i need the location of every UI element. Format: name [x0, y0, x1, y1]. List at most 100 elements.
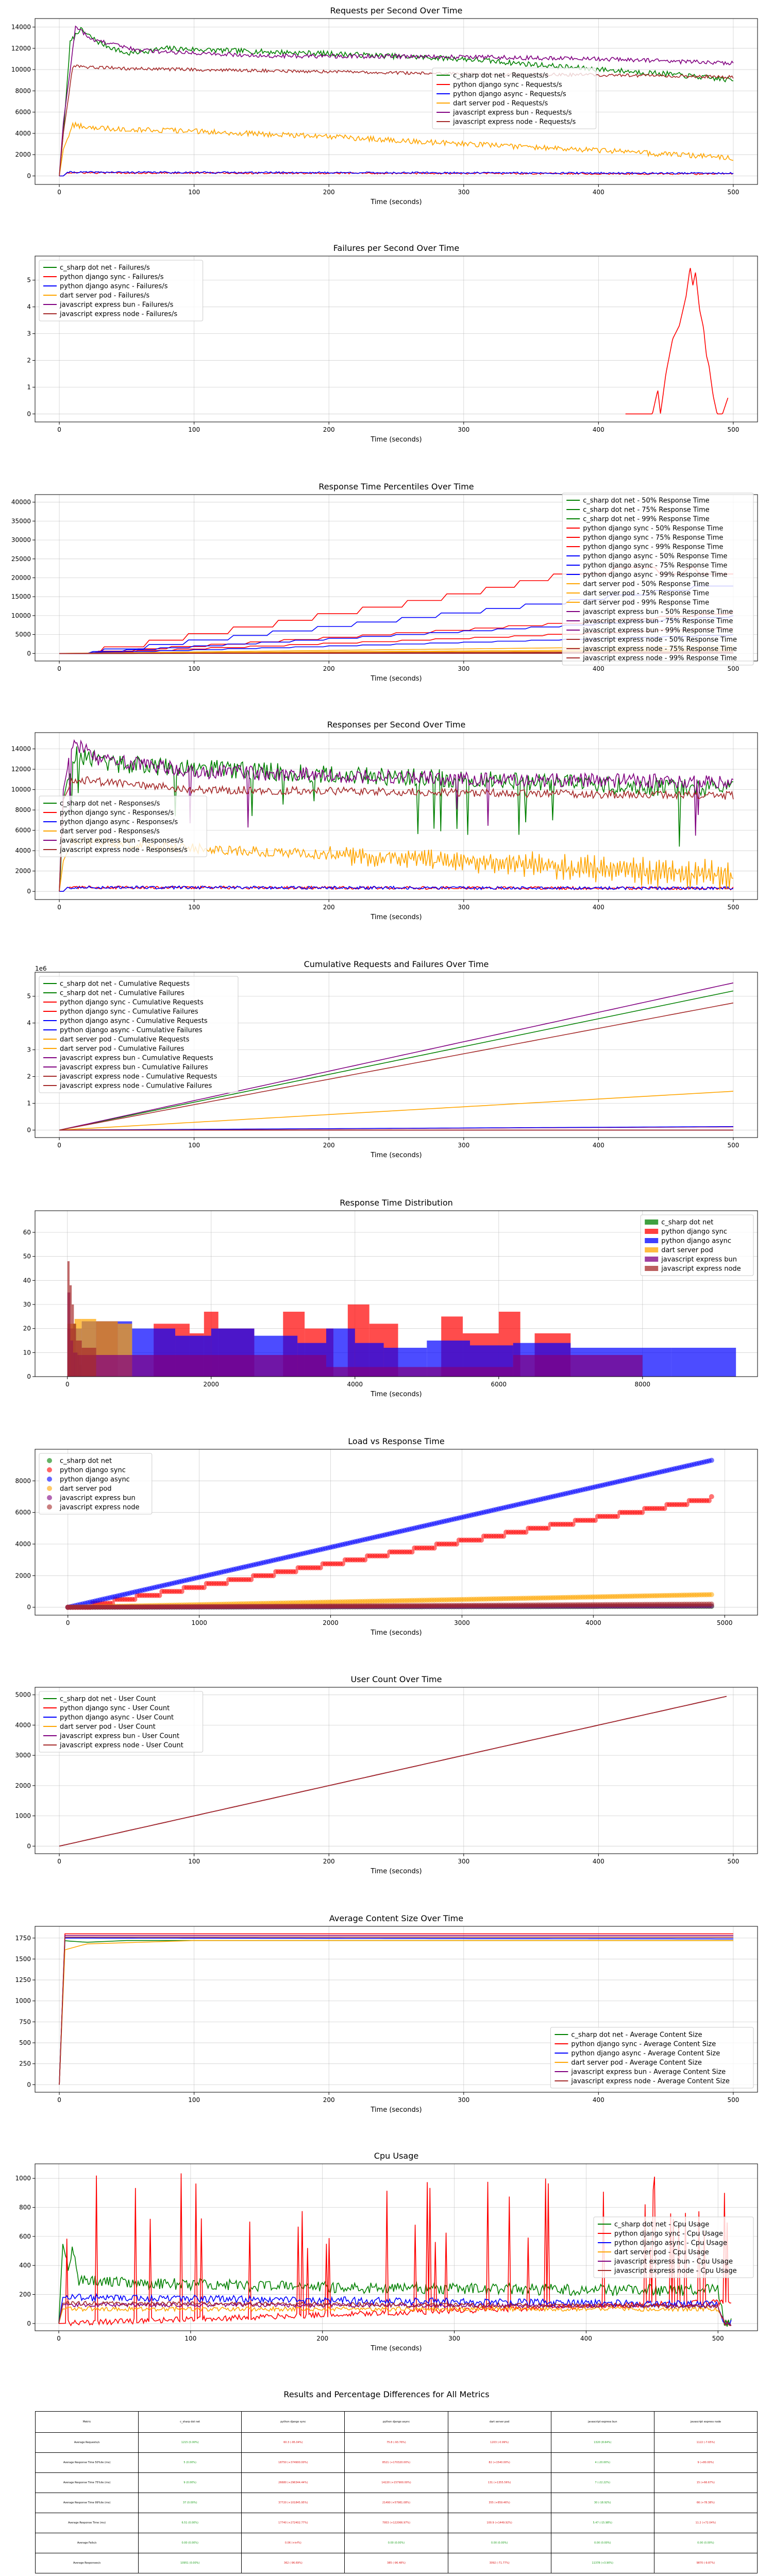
legend-entry: c_sharp dot net - Responses/s [60, 800, 160, 808]
x-tick-label: 4000 [347, 1381, 363, 1388]
legend-swatch [47, 1467, 52, 1472]
x-tick-label: 4000 [585, 1619, 601, 1626]
metric-value: 1320 (8.64%) [550, 2432, 654, 2453]
plot-area [59, 739, 734, 892]
legend-swatch [645, 1219, 659, 1225]
y-tick-label: 5 [27, 277, 31, 284]
x-tick-label: 200 [316, 2335, 328, 2342]
legend-entry: javascript express bun - Requests/s [452, 109, 572, 117]
series-line [59, 990, 734, 1131]
scatter-point [317, 1565, 323, 1570]
y-tick-label: 40000 [11, 499, 31, 506]
legend-entry: javascript express node - Failures/s [59, 311, 177, 318]
y-tick-label: 3 [27, 1046, 31, 1054]
metric-value: 355 (+859.46%) [447, 2493, 551, 2513]
y-tick-label: 0 [27, 1373, 31, 1380]
legend-entry: c_sharp dot net - Cpu Usage [614, 2221, 709, 2229]
x-tick-label: 400 [593, 1858, 604, 1865]
chart-title: Cumulative Requests and Failures Over Ti… [304, 959, 489, 969]
metric-value: 37 (0.00%) [138, 2493, 242, 2513]
legend-entry: dart server pod - 75% Response Time [583, 590, 709, 598]
scatter-point [248, 1577, 254, 1582]
legend-entry: python django sync - Cpu Usage [614, 2230, 723, 2238]
legend-entry: python django sync - Requests/s [453, 81, 562, 89]
chart-title: Failures per Second Over Time [333, 243, 459, 253]
metric-value: 30 (-18.92%) [550, 2493, 654, 2513]
legend: c_sharp dot net - 50% Response Timec_sha… [562, 493, 754, 666]
legend-box [39, 795, 207, 857]
x-axis-label: Time (seconds) [370, 1151, 422, 1159]
y-tick-label: 14000 [11, 24, 31, 31]
legend-entry: c_sharp dot net - Cumulative Failures [60, 990, 184, 997]
y-tick-label: 50 [23, 1253, 31, 1260]
plot-area [59, 1696, 727, 1847]
y-tick-label: 1250 [15, 1976, 31, 1984]
scatter-point [709, 1592, 714, 1598]
legend-swatch [645, 1266, 659, 1271]
y-tick-label: 0 [27, 1604, 31, 1611]
scatter-point [479, 1537, 484, 1543]
plot-frame [35, 972, 758, 1138]
metric-name: Average Response Time 75%ile (ms) [35, 2472, 139, 2493]
x-tick-label: 200 [323, 1142, 335, 1149]
y-tick-label: 8000 [15, 87, 31, 94]
y-tick-label: 10 [23, 1349, 31, 1356]
x-tick-label: 500 [727, 189, 739, 196]
chart-title: Requests per Second Over Time [330, 6, 463, 15]
metric-value: 11.2 (+72.04%) [653, 2513, 758, 2533]
legend-entry: javascript express bun - Cpu Usage [614, 2258, 733, 2266]
x-tick-label: 0 [57, 1142, 61, 1149]
metric-value: 385 (-96.48%) [344, 2553, 448, 2573]
chart-title: Response Time Distribution [340, 1198, 453, 1208]
x-tick-label: 400 [593, 665, 604, 672]
x-axis-label: Time (seconds) [370, 2106, 422, 2114]
header-framework: javascript express bun [550, 2411, 654, 2433]
legend-entry: python django sync - Responses/s [60, 809, 174, 817]
x-tick-label: 500 [727, 665, 739, 672]
metric-value: 60.3 (-95.04%) [241, 2432, 345, 2453]
scatter-point [709, 1458, 714, 1463]
legend-entry: javascript express bun - Cumulative Fail… [59, 1064, 208, 1072]
metric-value: 11378 (+3.90%) [550, 2553, 654, 2573]
legend-box [640, 1214, 754, 1276]
plot-area [58, 2173, 732, 2327]
metric-value: 26680 (+296344.44%) [241, 2472, 345, 2493]
legend-entry: python django sync - 99% Response Time [583, 544, 723, 551]
y-tick-label: 30000 [11, 536, 31, 544]
series-line [59, 739, 734, 892]
metric-value: 1122 (-7.65%) [653, 2432, 758, 2453]
x-tick-label: 100 [188, 189, 200, 196]
scatter-point [545, 1526, 551, 1531]
y-tick-label: 200 [19, 2291, 31, 2298]
y-tick-label: 0 [27, 2320, 31, 2327]
legend-swatch [47, 1458, 52, 1463]
scatter-point [453, 1541, 459, 1547]
legend-entry: javascript express bun - User Count [59, 1733, 179, 1740]
table-row: Average Response Time (ms) 6.51 (0.00%) 17… [35, 2513, 758, 2533]
legend-box [550, 2027, 754, 2089]
legend: c_sharp dot net - User Count python djang… [39, 1691, 204, 1753]
metric-value: 9 (+80.00%) [653, 2452, 758, 2473]
metric-value: 100.9 (+1449.92%) [447, 2513, 551, 2533]
legend-entry: python django async - 50% Response Time [583, 553, 727, 561]
x-tick-label: 6000 [491, 1381, 507, 1388]
metric-value: 7953 (+122066.97%) [344, 2513, 448, 2533]
y-tick-label: 4000 [15, 1721, 31, 1728]
y-tick-label: 750 [19, 2018, 31, 2025]
legend-box [39, 1691, 204, 1753]
legend-entry: dart server pod - Failures/s [60, 292, 149, 300]
series-line [59, 1940, 733, 2085]
legend-entry: python django async - 99% Response Time [583, 571, 727, 579]
y-tick-label: 1000 [15, 1997, 31, 2005]
legend-entry: python django async - User Count [60, 1714, 174, 1722]
y-tick-label: 6000 [15, 1509, 31, 1516]
metric-name: Average Response Time 50%ile (ms) [35, 2452, 139, 2473]
chart-title: Responses per Second Over Time [327, 720, 466, 730]
x-tick-label: 2000 [323, 1619, 339, 1626]
metric-value: 0.00 (0.00%) [447, 2533, 551, 2553]
x-axis-label: Time (seconds) [370, 675, 422, 683]
legend-swatch [645, 1247, 659, 1252]
y-tick-label: 0 [27, 172, 31, 179]
histogram-bar [67, 1261, 70, 1377]
legend-box [562, 493, 754, 666]
